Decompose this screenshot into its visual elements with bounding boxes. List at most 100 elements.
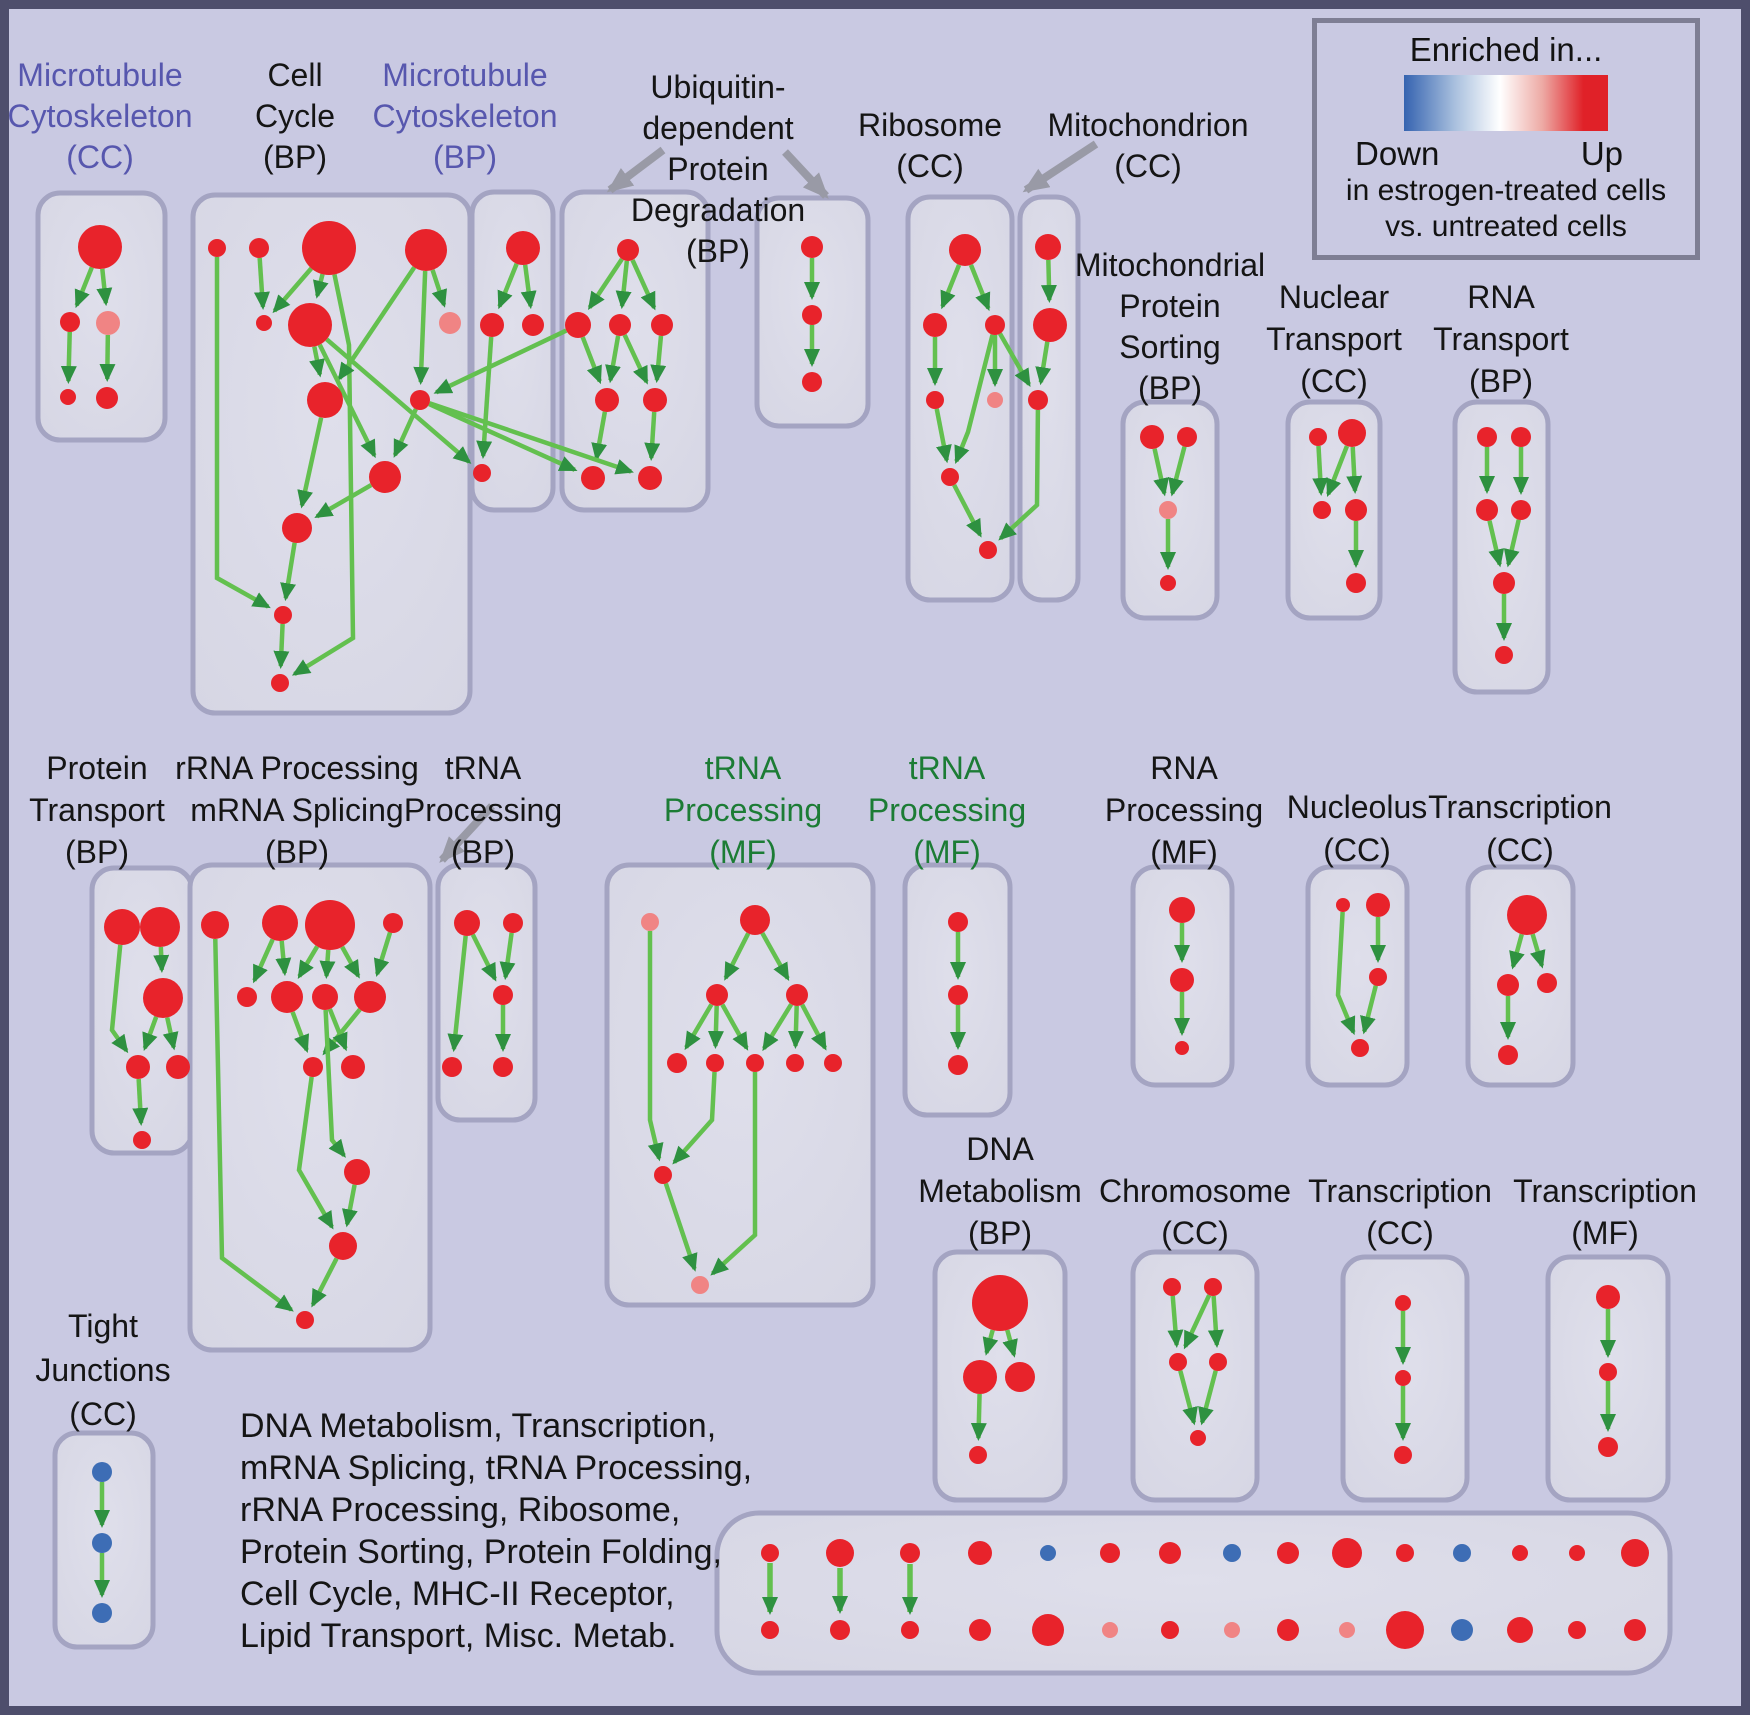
edge-arrow (272, 266, 314, 314)
node-tight-junctions-cc (92, 1533, 112, 1553)
node-rna-transport-bp (1476, 499, 1498, 521)
edges (60, 140, 1616, 1615)
edge-arrow (644, 411, 661, 462)
node-rrna-processing-mrna-splicing-bp (344, 1159, 370, 1185)
node-nucleolus-cc (1351, 1039, 1369, 1057)
cluster-label-nucleolus-cc: Nucleolus (1287, 789, 1428, 825)
edge-arrow (723, 932, 751, 981)
misc-categories-text-line: DNA Metabolism, Transcription, (240, 1407, 716, 1445)
node-trna-processing-bp (454, 910, 480, 936)
node-rrna-processing-mrna-splicing-bp (296, 1311, 314, 1329)
node-transcription-cc-upper (1537, 973, 1557, 993)
node-trna-processing-mf-small (948, 912, 968, 932)
node-protein-transport-bp (143, 978, 183, 1018)
node-miscellaneous (1040, 1545, 1056, 1561)
node-ubiquitin-degradation-bp-a (617, 239, 639, 261)
edge-arrow (710, 1072, 758, 1276)
edge-arrow (1326, 445, 1350, 497)
node-protein-transport-bp (104, 909, 140, 945)
node-protein-transport-bp (166, 1055, 190, 1079)
node-cell-cycle-bp (369, 461, 401, 493)
node-ribosome-cc (979, 541, 997, 559)
edge-arrow (1198, 1370, 1218, 1426)
edge-arrow (650, 335, 667, 384)
edge-arrow (342, 1184, 358, 1228)
edge-arrow (214, 257, 271, 609)
legend-axis-labels: Down Up (1317, 131, 1695, 173)
node-rrna-processing-mrna-splicing-bp (341, 1055, 365, 1079)
node-trna-processing-mf-large (641, 913, 659, 931)
cluster-label-mitochondrial-protein-sorting-bp: Mitochondrial (1075, 247, 1265, 283)
cluster-box-rna-transport-bp (1452, 399, 1551, 695)
cluster-label-microtubule-cytoskeleton-cc: Cytoskeleton (8, 98, 193, 134)
edge-arrow (317, 343, 377, 459)
cluster-label-tight-junctions-cc: Tight (68, 1308, 138, 1344)
cluster-label-microtubule-cytoskeleton-bp: Microtubule (382, 57, 547, 93)
node-transcription-mf (1599, 1363, 1617, 1381)
node-miscellaneous (1507, 1617, 1533, 1643)
edge-arrow (520, 264, 537, 310)
misc-categories-text-line: rRNA Processing, Ribosome, (240, 1491, 680, 1529)
node-transcription-cc-upper (1497, 974, 1519, 996)
legend-gradient-bar (1404, 75, 1608, 131)
node-cell-cycle-bp (282, 513, 312, 543)
cluster-box-trna-processing-bp (435, 862, 538, 1123)
node-rna-transport-bp (1495, 646, 1513, 664)
node-trna-processing-mf-large (691, 1276, 709, 1294)
node-rna-transport-bp (1511, 500, 1531, 520)
node-trna-processing-mf-large (706, 984, 728, 1006)
node-miscellaneous (1032, 1614, 1064, 1646)
node-dna-metabolism-bp (1005, 1362, 1035, 1392)
node-nucleolus-cc (1369, 968, 1387, 986)
node-transcription-cc-lower (1395, 1295, 1411, 1311)
node-tight-junctions-cc (92, 1603, 112, 1623)
edge-arrow (325, 337, 472, 464)
edge-arrow (1530, 933, 1546, 969)
edge-arrow (684, 1003, 714, 1051)
edge-arrow (1207, 1295, 1224, 1349)
node-chromosome-cc (1169, 1353, 1187, 1371)
node-transcription-cc-upper (1498, 1045, 1518, 1065)
node-ubiquitin-degradation-bp-a (609, 314, 631, 336)
legend-down-label: Down (1355, 135, 1440, 172)
edge-arrow (310, 1257, 339, 1308)
node-trna-processing-mf-large (824, 1054, 842, 1072)
node-miscellaneous (1332, 1538, 1362, 1568)
node-miscellaneous (1159, 1542, 1181, 1564)
cluster-label-protein-transport-bp: (BP) (65, 834, 129, 870)
cluster-label-microtubule-cytoskeleton-bp: (BP) (433, 139, 497, 175)
cluster-label-protein-transport-bp: Transport (29, 792, 165, 828)
cluster-label-trna-processing-bp: tRNA (445, 750, 522, 786)
node-rna-transport-bp (1511, 427, 1531, 447)
node-transcription-cc-upper (1507, 895, 1547, 935)
cluster-label-rna-processing-mf: Processing (1105, 792, 1263, 828)
cluster-label-nuclear-transport-cc: (CC) (1300, 363, 1368, 399)
node-chromosome-cc (1204, 1278, 1222, 1296)
node-microtubule-cytoskeleton-bp (473, 464, 491, 482)
node-nuclear-transport-cc (1313, 501, 1331, 519)
edge-arrow (109, 944, 129, 1054)
node-rrna-processing-mrna-splicing-bp (305, 900, 355, 950)
node-dna-metabolism-bp (963, 1360, 997, 1394)
node-miscellaneous (830, 1620, 850, 1640)
edge-arrow (591, 411, 608, 462)
node-microtubule-cytoskeleton-cc (60, 389, 76, 405)
node-miscellaneous (761, 1544, 779, 1562)
node-nucleolus-cc (1366, 893, 1390, 917)
node-protein-transport-bp (140, 907, 180, 947)
cluster-label-rrna-processing-mrna-splicing-bp: mRNA Splicing (190, 792, 403, 828)
node-mitochondrial-protein-sorting-bp (1160, 575, 1176, 591)
cluster-label-cell-cycle-bp: (BP) (263, 139, 327, 175)
node-cell-cycle-bp (307, 382, 343, 418)
node-trna-processing-mf-small (948, 985, 968, 1005)
edge-arrow (663, 1182, 698, 1272)
edge-arrow (934, 408, 952, 464)
edge-arrow (968, 264, 991, 312)
edge-arrow (74, 266, 94, 309)
node-ribosome-cc (949, 234, 981, 266)
edge-arrow (413, 270, 430, 386)
node-ubiquitin-degradation-bp-a (595, 388, 619, 412)
cluster-label-cell-cycle-bp: Cell (267, 57, 322, 93)
edge-arrow (1312, 445, 1329, 497)
node-miscellaneous (1451, 1619, 1473, 1641)
